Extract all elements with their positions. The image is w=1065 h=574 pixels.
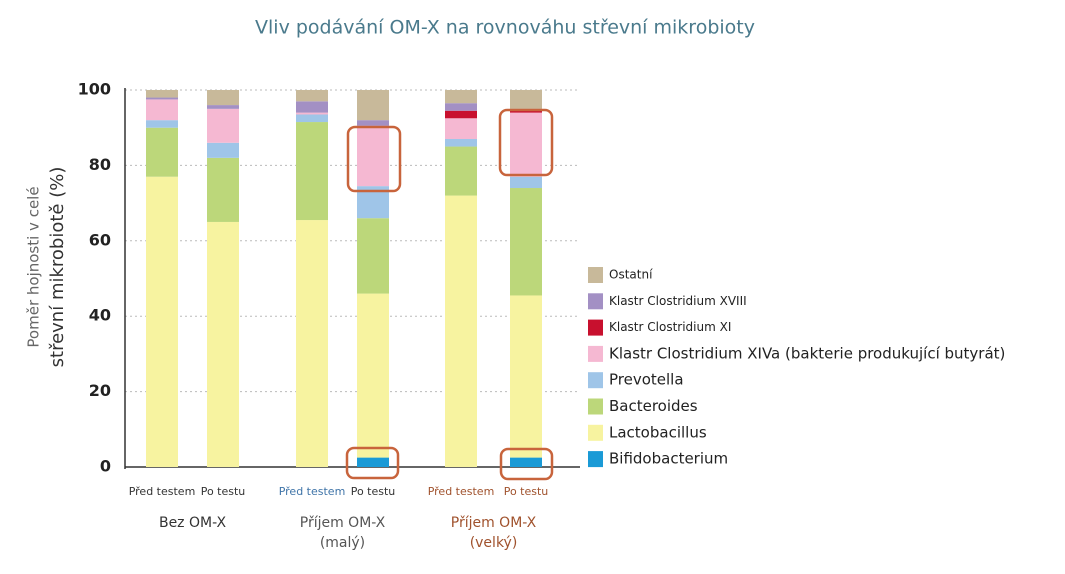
bar-segment: [510, 188, 542, 296]
bar-segment: [510, 457, 542, 467]
bar-segment: [207, 157, 239, 222]
bar-segment: [510, 90, 542, 109]
group-label: Příjem OM-X: [451, 515, 537, 531]
bar-segment: [445, 146, 477, 196]
bar-segment: [357, 218, 389, 294]
legend-label: Bifidobacterium: [609, 450, 728, 468]
bar-segment: [296, 112, 328, 115]
legend-swatch: [588, 345, 603, 362]
bar-segment: [296, 90, 328, 102]
bar-segment: [357, 90, 389, 121]
legend-label: Bacteroides: [609, 397, 698, 415]
group-label: (malý): [320, 535, 365, 551]
group-label: Bez OM-X: [159, 515, 226, 531]
bar-segment: [510, 176, 542, 189]
legend-label: Klastr Clostridium XI: [609, 320, 731, 334]
bar-segment: [296, 101, 328, 113]
x-tick-label: Po testu: [504, 485, 549, 498]
bar-segment: [207, 108, 239, 143]
legend-label: Ostatní: [609, 268, 653, 282]
y-tick-label: 0: [100, 457, 111, 476]
legend-label: Klastr Clostridium XIVa (bakterie produk…: [609, 344, 1005, 362]
bar-segment: [146, 97, 178, 100]
x-tick-label: Po testu: [351, 485, 396, 498]
bar-segment: [510, 295, 542, 458]
legend-swatch: [588, 424, 603, 441]
x-tick-label: Před testem: [279, 485, 346, 498]
bar-segment: [207, 142, 239, 158]
bar-segment: [207, 221, 239, 467]
y-axis-label: střevní mikrobiotě (%): [47, 167, 68, 368]
highlight-box: [346, 125, 402, 193]
highlights: [345, 108, 554, 481]
legend-label: Klastr Clostridium XVIII: [609, 294, 747, 308]
legend-swatch: [588, 267, 603, 283]
highlight-box: [498, 108, 554, 177]
bar-segment: [146, 127, 178, 177]
bar-segment: [207, 90, 239, 106]
bar-segment: [296, 220, 328, 467]
bar-segment: [357, 457, 389, 467]
bar-segment: [445, 118, 477, 140]
highlight-box: [499, 447, 554, 481]
highlight-box: [345, 446, 400, 480]
chart-title: Vliv podávání OM-X na rovnováhu střevní …: [255, 17, 755, 39]
bar-segment: [296, 122, 328, 221]
y-tick-label: 100: [78, 80, 111, 99]
legend-swatch: [588, 319, 603, 336]
legend-label: Prevotella: [609, 371, 684, 389]
bar-segment: [357, 293, 389, 458]
bar-segment: [357, 120, 389, 126]
bar-segment: [357, 125, 389, 187]
bar-segment: [445, 90, 477, 104]
bar-segment: [146, 176, 178, 467]
legend-swatch: [588, 372, 603, 389]
y-tick-label: 40: [89, 306, 111, 325]
bar-segment: [510, 112, 542, 177]
x-tick-label: Po testu: [201, 485, 246, 498]
y-axis-label: Poměr hojnosti v celé: [25, 186, 43, 347]
legend-swatch: [588, 293, 603, 310]
legend-label: Lactobacillus: [609, 423, 707, 441]
bar-segment: [445, 110, 477, 119]
group-label: (velký): [470, 535, 518, 551]
x-tick-label: Před testem: [129, 485, 196, 498]
bar-segment: [146, 120, 178, 128]
bar-segment: [207, 105, 239, 109]
bar-segment: [146, 90, 178, 98]
bar-segment: [445, 139, 477, 147]
y-tick-label: 80: [89, 155, 111, 174]
x-tick-label: Před testem: [428, 485, 495, 498]
group-label: Příjem OM-X: [300, 515, 386, 531]
bar-segment: [445, 103, 477, 111]
bar-segment: [146, 99, 178, 121]
y-tick-label: 20: [89, 381, 111, 400]
bar-segment: [445, 195, 477, 467]
bar-segment: [296, 114, 328, 123]
y-tick-label: 60: [89, 230, 111, 249]
legend-swatch: [588, 451, 603, 468]
legend-swatch: [588, 398, 603, 415]
